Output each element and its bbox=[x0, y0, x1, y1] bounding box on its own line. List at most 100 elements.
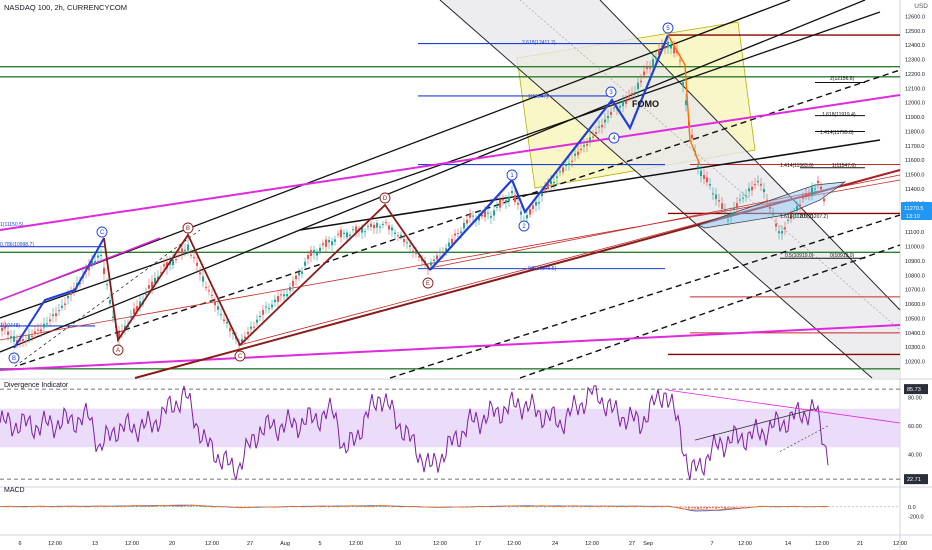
candle-body bbox=[388, 225, 390, 230]
candle-body bbox=[340, 229, 342, 238]
candle-body bbox=[445, 248, 447, 251]
candle-body bbox=[742, 197, 744, 199]
candle-body bbox=[355, 226, 357, 233]
candle-body bbox=[640, 80, 642, 83]
price-axis-tick: 10500.0 bbox=[905, 316, 925, 322]
candle-body bbox=[430, 262, 432, 266]
price-axis-tick: 10900.0 bbox=[905, 259, 925, 265]
fib-label: 2.618(12411.2) bbox=[522, 40, 556, 46]
fib-label: 1.414(11799.8) bbox=[820, 130, 854, 136]
candle-body bbox=[598, 126, 600, 128]
time-axis-tick: 12:00 bbox=[349, 541, 363, 547]
divergence-axis-tick: 40.00 bbox=[908, 452, 922, 458]
candle-body bbox=[280, 294, 282, 296]
trend-line-black bbox=[0, 0, 866, 353]
magenta-trend-line bbox=[0, 237, 161, 301]
macd-bar bbox=[736, 506, 738, 508]
time-axis-tick: 27 bbox=[247, 541, 253, 547]
macd-bar bbox=[238, 506, 240, 508]
candle-body bbox=[460, 231, 462, 234]
wave-label-circle bbox=[182, 222, 194, 234]
candle-body bbox=[577, 151, 579, 156]
candle-body bbox=[25, 340, 27, 342]
wave-label-circle bbox=[96, 226, 108, 238]
candle-body bbox=[733, 207, 735, 210]
candle-body bbox=[472, 215, 474, 217]
magenta-trend-line bbox=[0, 324, 901, 371]
candle-body bbox=[535, 201, 537, 206]
macd-bar bbox=[568, 506, 570, 507]
macd-bar bbox=[730, 506, 732, 508]
candle-body bbox=[604, 119, 606, 123]
candle-body bbox=[409, 245, 411, 247]
macd-bar bbox=[322, 506, 324, 508]
macd-bar bbox=[739, 506, 741, 508]
candle-body bbox=[181, 248, 183, 254]
divergence-level-value: 22.71 bbox=[907, 477, 921, 483]
countdown-value: 13:10 bbox=[906, 214, 920, 220]
candle-body bbox=[463, 222, 465, 229]
price-axis-tick: 11700.0 bbox=[905, 144, 924, 150]
candle-body bbox=[349, 234, 351, 236]
candle-body bbox=[736, 203, 738, 209]
candle-body bbox=[703, 175, 705, 179]
candle-body bbox=[673, 47, 675, 54]
divergence-indicator-label[interactable]: Divergence Indicator bbox=[4, 382, 69, 389]
time-axis-tick: 12:00 bbox=[205, 541, 219, 547]
price-axis-tick: 10800.0 bbox=[905, 273, 925, 279]
candle-body bbox=[121, 330, 123, 333]
macd-label[interactable]: MACD bbox=[4, 487, 25, 494]
candle-body bbox=[154, 277, 156, 283]
candle-body bbox=[544, 187, 546, 191]
candle-body bbox=[40, 329, 42, 332]
fib-label: 1.618(11207.7) bbox=[780, 214, 814, 220]
candle-body bbox=[559, 171, 561, 173]
candle-body bbox=[613, 107, 615, 109]
price-axis-tick: 10700.0 bbox=[905, 288, 925, 294]
macd-bar bbox=[682, 506, 684, 508]
candle-body bbox=[403, 238, 405, 243]
candle-body bbox=[307, 254, 309, 260]
macd-bar bbox=[166, 506, 168, 507]
candle-body bbox=[397, 235, 399, 237]
candle-body bbox=[187, 244, 189, 251]
candle-body bbox=[553, 181, 555, 184]
candle-body bbox=[148, 285, 150, 289]
candle-body bbox=[172, 259, 174, 266]
macd-bar bbox=[574, 506, 576, 507]
candle-body bbox=[100, 255, 102, 257]
descending-channel bbox=[440, 0, 900, 378]
macd-bar bbox=[712, 506, 714, 509]
candle-body bbox=[106, 284, 108, 286]
candle-body bbox=[139, 301, 141, 308]
macd-axis-tick: 0.0 bbox=[908, 505, 916, 511]
candle-body bbox=[241, 339, 243, 342]
candle-body bbox=[781, 231, 783, 234]
time-axis-tick: Aug bbox=[280, 541, 290, 547]
time-axis-tick: 5 bbox=[318, 541, 321, 547]
macd-bar bbox=[733, 506, 735, 509]
macd-bar bbox=[172, 505, 174, 507]
candle-body bbox=[196, 262, 198, 266]
candle-body bbox=[808, 193, 810, 196]
candle-body bbox=[691, 134, 693, 139]
candle-body bbox=[451, 239, 453, 244]
candle-body bbox=[679, 60, 681, 62]
price-axis-tick: 11900.0 bbox=[905, 115, 924, 121]
candle-body bbox=[256, 319, 258, 323]
wave-label: E bbox=[426, 281, 430, 287]
price-axis-tick: 12400.0 bbox=[905, 43, 925, 49]
fib-label: 1(11547.6) bbox=[832, 163, 856, 169]
candle-body bbox=[634, 92, 636, 94]
candle-body bbox=[541, 193, 543, 197]
wave-label: D bbox=[383, 196, 388, 202]
wave-label: B bbox=[12, 356, 16, 362]
candle-body bbox=[382, 223, 384, 225]
drop-line bbox=[667, 34, 701, 166]
candle-body bbox=[550, 180, 552, 185]
candle-body bbox=[778, 231, 780, 234]
candle-body bbox=[637, 82, 639, 90]
candle-body bbox=[751, 186, 753, 191]
candle-body bbox=[97, 255, 99, 258]
